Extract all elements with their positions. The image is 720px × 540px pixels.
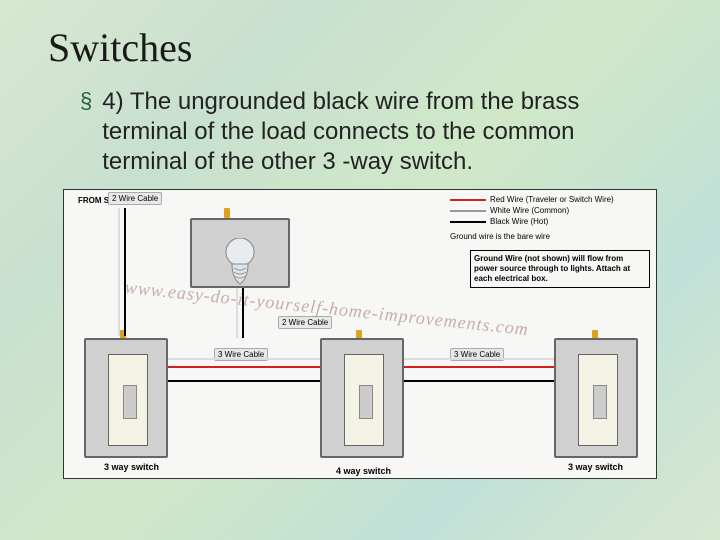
- bullet-row: § 4) The ungrounded black wire from the …: [0, 75, 720, 177]
- page-title: Switches: [0, 0, 720, 75]
- label-left-switch: 3 way switch: [104, 462, 159, 472]
- legend-black: Black Wire (Hot): [490, 216, 548, 227]
- switch-3way-right: [578, 354, 618, 446]
- label-right-switch: 3 way switch: [568, 462, 623, 472]
- ground-note: Ground Wire (not shown) will flow from p…: [470, 250, 650, 288]
- bullet-text: 4) The ungrounded black wire from the br…: [102, 87, 660, 177]
- bullet-marker: §: [80, 87, 92, 177]
- cable-label-mid-left: 2 Wire Cable: [278, 316, 332, 329]
- wiring-diagram: FROM SOURCE Red Wire (Traveler or Switch…: [63, 189, 657, 479]
- switch-box-right: [554, 338, 638, 458]
- bulb-icon: [222, 238, 258, 286]
- legend-red: Red Wire (Traveler or Switch Wire): [490, 194, 614, 205]
- legend-white: White Wire (Common): [490, 205, 569, 216]
- switch-box-mid: [320, 338, 404, 458]
- wire-cap-icon: [224, 208, 230, 218]
- cable-label-top-left: 2 Wire Cable: [108, 192, 162, 205]
- legend-ground: Ground wire is the bare wire: [450, 232, 550, 241]
- label-mid-switch: 4 way switch: [336, 466, 391, 476]
- switch-4way: [344, 354, 384, 446]
- switch-3way-left: [108, 354, 148, 446]
- switch-box-left: [84, 338, 168, 458]
- wire-legend: Red Wire (Traveler or Switch Wire) White…: [450, 194, 650, 242]
